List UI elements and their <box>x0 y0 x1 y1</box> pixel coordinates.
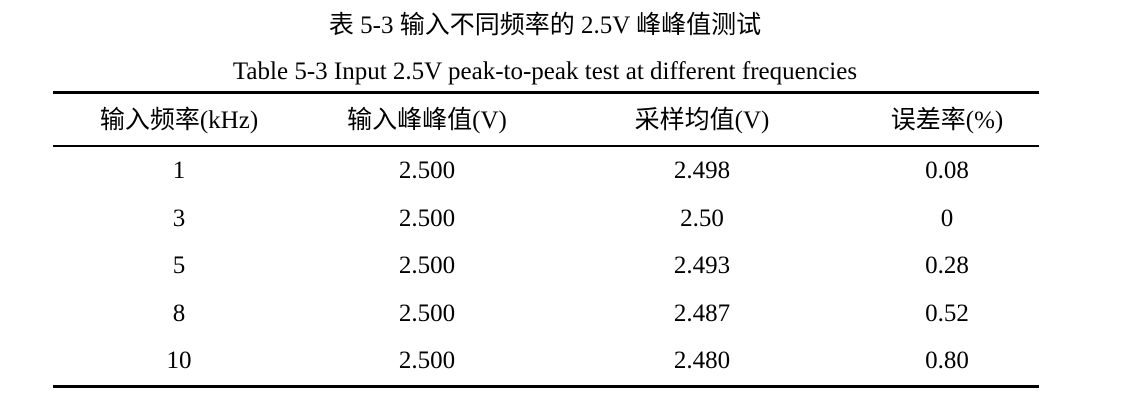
cell-sample-mean: 2.493 <box>673 252 731 280</box>
cell-sample-mean: 2.498 <box>673 157 731 184</box>
cell-error-rate: 0.08 <box>925 157 969 184</box>
cell-peak-to-peak: 2.500 <box>398 157 456 184</box>
cell-peak-to-peak: 2.500 <box>398 299 456 327</box>
cell-frequency: 8 <box>172 299 186 327</box>
table-header-row: 输入频率(kHz) 输入峰峰值(V) 采样均值(V) 误差率(%) <box>53 94 1039 147</box>
cell-frequency: 1 <box>172 157 186 184</box>
cell-peak-to-peak: 2.500 <box>398 347 456 375</box>
cell-frequency: 10 <box>166 347 192 375</box>
cell-frequency: 5 <box>172 252 186 280</box>
frequency-test-table: 输入频率(kHz) 输入峰峰值(V) 采样均值(V) 误差率(%) 1 2.50… <box>53 94 1039 385</box>
cell-sample-mean: 2.480 <box>673 347 731 375</box>
table-caption-english: Table 5-3 Input 2.5V peak-to-peak test a… <box>232 58 858 85</box>
header-error-rate: 误差率(%) <box>890 107 1004 134</box>
cell-error-rate: 0 <box>940 204 954 232</box>
table-bottom-rule <box>53 385 1039 388</box>
cell-peak-to-peak: 2.500 <box>398 204 456 232</box>
table-header-rule <box>53 145 1039 147</box>
cell-frequency: 3 <box>172 204 186 232</box>
table-caption-chinese: 表 5-3 输入不同频率的 2.5V 峰峰值测试 <box>328 12 762 39</box>
cell-sample-mean: 2.487 <box>673 299 731 327</box>
cell-sample-mean: 2.50 <box>680 204 724 232</box>
table-row: 1 2.500 2.498 0.08 <box>53 147 1039 195</box>
table-row: 3 2.500 2.50 0 <box>53 195 1039 243</box>
cell-error-rate: 0.52 <box>925 299 969 327</box>
header-sample-mean: 采样均值(V) <box>634 107 770 134</box>
header-input-frequency: 输入频率(kHz) <box>99 107 259 134</box>
table-top-rule <box>53 91 1039 94</box>
cell-error-rate: 0.80 <box>925 347 969 375</box>
table-row: 10 2.500 2.480 0.80 <box>53 337 1039 385</box>
cell-peak-to-peak: 2.500 <box>398 252 456 280</box>
table-row: 8 2.500 2.487 0.52 <box>53 290 1039 338</box>
table-row: 5 2.500 2.493 0.28 <box>53 242 1039 290</box>
cell-error-rate: 0.28 <box>925 252 969 280</box>
header-input-peak-to-peak: 输入峰峰值(V) <box>347 107 507 134</box>
